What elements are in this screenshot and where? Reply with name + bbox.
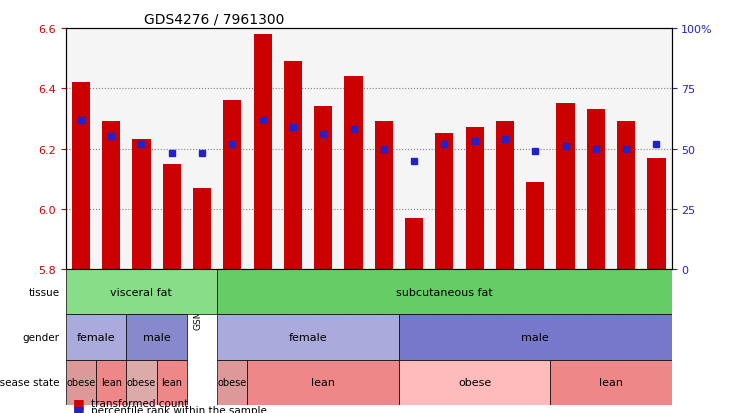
- Text: female: female: [289, 332, 327, 342]
- Text: visceral fat: visceral fat: [110, 287, 172, 297]
- Bar: [223, 101, 242, 269]
- Bar: [132, 140, 150, 269]
- Text: male: male: [521, 332, 549, 342]
- FancyBboxPatch shape: [399, 360, 550, 405]
- Text: lean: lean: [599, 377, 623, 387]
- FancyBboxPatch shape: [218, 269, 672, 315]
- Bar: [163, 164, 181, 269]
- Bar: [526, 182, 545, 269]
- Text: lean: lean: [161, 377, 182, 387]
- Bar: [374, 122, 393, 269]
- Bar: [496, 122, 514, 269]
- FancyBboxPatch shape: [66, 269, 218, 315]
- FancyBboxPatch shape: [550, 360, 672, 405]
- Bar: [72, 83, 90, 269]
- Text: GDS4276 / 7961300: GDS4276 / 7961300: [145, 12, 285, 26]
- Text: subcutaneous fat: subcutaneous fat: [396, 287, 493, 297]
- FancyBboxPatch shape: [66, 315, 126, 360]
- Text: lean: lean: [311, 377, 335, 387]
- Text: transformed count: transformed count: [91, 398, 188, 408]
- FancyBboxPatch shape: [218, 315, 399, 360]
- FancyBboxPatch shape: [157, 360, 187, 405]
- Text: gender: gender: [23, 332, 60, 342]
- FancyBboxPatch shape: [126, 315, 187, 360]
- Text: obese: obese: [127, 377, 156, 387]
- Bar: [648, 158, 666, 269]
- Bar: [314, 107, 332, 269]
- Bar: [253, 35, 272, 269]
- FancyBboxPatch shape: [399, 315, 672, 360]
- Text: lean: lean: [101, 377, 122, 387]
- Text: obese: obese: [218, 377, 247, 387]
- Text: obese: obese: [66, 377, 96, 387]
- Bar: [345, 77, 363, 269]
- FancyBboxPatch shape: [247, 360, 399, 405]
- Bar: [435, 134, 453, 269]
- Bar: [193, 188, 211, 269]
- Text: tissue: tissue: [28, 287, 60, 297]
- FancyBboxPatch shape: [66, 360, 96, 405]
- Bar: [405, 218, 423, 269]
- FancyBboxPatch shape: [126, 360, 157, 405]
- Text: disease state: disease state: [0, 377, 60, 387]
- Bar: [556, 104, 575, 269]
- Text: female: female: [77, 332, 115, 342]
- Text: male: male: [142, 332, 171, 342]
- Text: obese: obese: [458, 377, 491, 387]
- FancyBboxPatch shape: [96, 360, 126, 405]
- Bar: [466, 128, 484, 269]
- Text: ■: ■: [73, 403, 85, 413]
- Bar: [284, 62, 302, 269]
- FancyBboxPatch shape: [218, 360, 247, 405]
- Bar: [617, 122, 635, 269]
- Bar: [102, 122, 120, 269]
- Bar: [587, 110, 605, 269]
- Text: percentile rank within the sample: percentile rank within the sample: [91, 405, 267, 413]
- Text: ■: ■: [73, 396, 85, 409]
